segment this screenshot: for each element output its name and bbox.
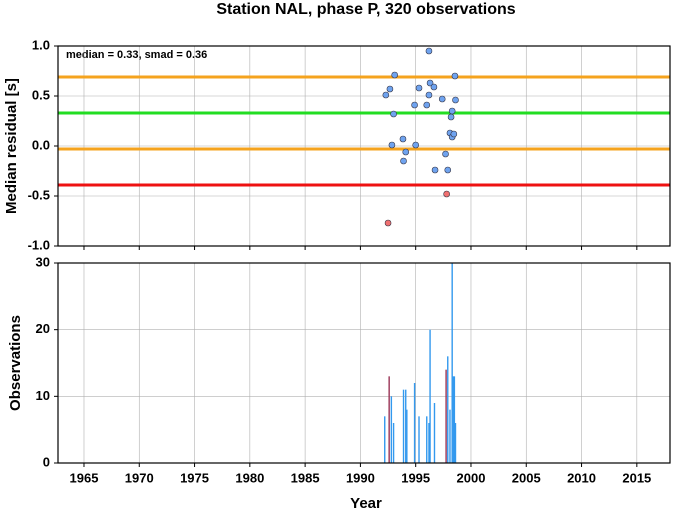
bar — [453, 376, 456, 463]
x-tick-label: 1980 — [235, 470, 264, 485]
x-tick-label: 1970 — [125, 470, 154, 485]
point — [390, 110, 397, 118]
bar — [406, 409, 408, 463]
x-tick-label: 1965 — [70, 470, 99, 485]
point — [412, 141, 419, 149]
bar — [418, 416, 420, 463]
x-tick-label: 1990 — [346, 470, 375, 485]
point — [386, 85, 394, 93]
point — [423, 101, 431, 109]
point — [444, 166, 452, 174]
point — [447, 113, 455, 121]
annotation: median = 0.33, smad = 0.36 — [66, 49, 207, 61]
plot-frame — [57, 45, 671, 247]
point — [388, 141, 396, 149]
bar — [429, 329, 431, 463]
bar — [454, 423, 457, 463]
bar — [402, 389, 405, 463]
x-tick-label: 2010 — [567, 470, 596, 485]
point — [426, 79, 434, 87]
y-tick-label: 20 — [36, 321, 50, 336]
x-tick-label: 1975 — [180, 470, 209, 485]
y-tick-label: 30 — [36, 254, 50, 269]
y-tick-label: -0.5 — [28, 187, 50, 202]
x-tick-label: 2015 — [622, 470, 651, 485]
y-axis-label: Observations — [7, 315, 24, 411]
x-tick-label: 1995 — [401, 470, 430, 485]
y-tick-label: 0.5 — [32, 87, 50, 102]
bar — [390, 396, 393, 463]
bar — [384, 416, 386, 463]
point — [415, 84, 423, 92]
bar — [447, 356, 449, 463]
point — [448, 107, 456, 115]
bar — [413, 383, 416, 463]
point — [425, 47, 433, 55]
chart-title: Station NAL, phase P, 320 observations — [216, 1, 515, 18]
bar — [451, 263, 453, 463]
bar — [405, 389, 407, 463]
bar — [428, 423, 430, 463]
bar — [426, 416, 428, 463]
point — [452, 96, 459, 104]
point — [382, 91, 390, 99]
point — [451, 72, 459, 80]
point — [450, 130, 458, 138]
x-axis-label: Year — [350, 495, 382, 511]
bar — [452, 376, 454, 463]
point — [430, 83, 438, 91]
point — [442, 150, 449, 158]
bar — [449, 409, 451, 463]
y-tick-label: -1.0 — [28, 237, 50, 252]
x-tick-label: 2000 — [457, 470, 486, 485]
point — [431, 166, 439, 174]
point — [384, 219, 392, 227]
point — [402, 148, 410, 156]
bar — [445, 369, 447, 463]
plot-frame — [57, 262, 671, 464]
point — [425, 91, 433, 99]
point — [438, 95, 446, 103]
y-axis-label: Median residual [s] — [3, 78, 20, 214]
bar — [433, 403, 436, 463]
x-tick-label: 1985 — [291, 470, 320, 485]
bar — [392, 423, 395, 463]
y-tick-label: 1.0 — [32, 37, 50, 52]
y-tick-label: 0.0 — [32, 137, 50, 152]
bar — [388, 376, 390, 463]
point — [399, 135, 407, 143]
y-tick-label: 0 — [43, 454, 50, 469]
point — [391, 71, 398, 79]
y-tick-label: 10 — [36, 388, 50, 403]
point — [411, 101, 418, 109]
point — [400, 157, 407, 165]
point — [443, 190, 450, 198]
x-tick-label: 2005 — [512, 470, 541, 485]
